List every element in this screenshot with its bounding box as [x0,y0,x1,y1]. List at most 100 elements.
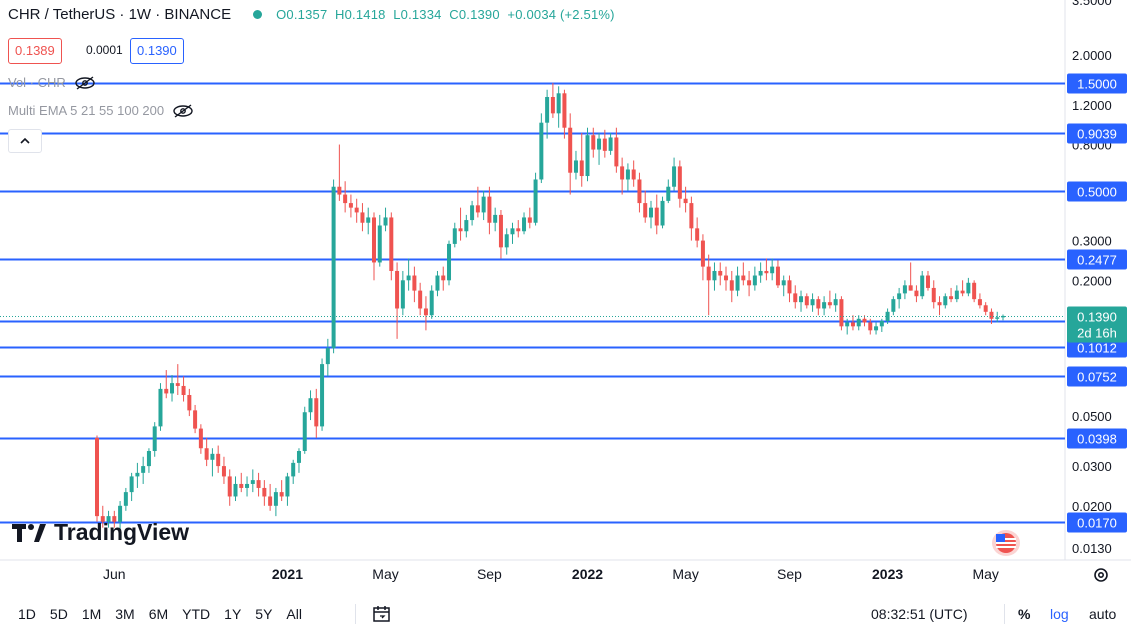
clock[interactable]: 08:32:51 (UTC) [871,606,968,622]
candle-body [568,127,573,173]
candle-body [672,166,677,187]
candle-body [822,302,827,309]
candle-body [447,243,452,281]
candle-body [827,302,832,306]
candle-body [920,275,925,297]
x-tick-label: May [972,566,998,582]
candle-body [862,318,867,323]
candle-body [475,205,480,213]
candle-body [539,122,544,180]
candle-body [314,398,319,427]
horizontal-level-label: 0.0398 [1077,432,1117,447]
timeframe-1m[interactable]: 1M [81,606,102,622]
candle-body [602,138,607,151]
candle-body [660,200,665,226]
candle-body [135,472,140,477]
ohlc-high: H0.1418 [335,7,386,22]
y-tick-label: 1.2000 [1072,98,1112,113]
candle-body [371,217,376,263]
timeframe-3m[interactable]: 3M [115,606,135,622]
candle-body [100,516,105,522]
horizontal-level-label: 0.9039 [1077,127,1117,142]
candle-body [908,285,913,291]
candle-body [579,160,584,177]
buy-price-button[interactable]: 0.1390 [130,38,184,64]
candle-body [481,196,486,213]
percent-scale-toggle[interactable]: % [1018,606,1031,622]
candle-body [983,305,988,312]
hidden-eye-icon[interactable] [172,103,194,118]
horizontal-level-badge [1067,123,1127,144]
timeframe-5y[interactable]: 5Y [255,606,273,622]
ohlc-low: L0.1334 [393,7,442,22]
collapse-legend-button[interactable] [8,129,42,153]
timeframe-ytd[interactable]: YTD [182,606,211,622]
candle-body [279,492,284,497]
candle-body [412,275,417,291]
candle-body [464,220,469,232]
candle-body [891,299,896,312]
sell-price-button[interactable]: 0.1389 [8,38,62,64]
candle-body [591,135,596,150]
candle-body [637,179,642,204]
candle-body [573,160,578,173]
price-chart[interactable]: 3.50002.00001.20000.80000.30000.20000.05… [0,0,1131,596]
us-market-flag-icon[interactable] [990,529,1022,557]
candle-body [868,322,873,331]
candle-body [620,166,625,180]
candle-body [348,203,353,208]
timeframe-6m[interactable]: 6M [148,606,169,622]
x-tick-label: Sep [477,566,502,582]
timeframe-1y[interactable]: 1Y [224,606,242,622]
horizontal-level-badge [1067,249,1127,270]
candle-body [216,453,221,467]
candle-body [856,318,861,327]
x-tick-label: 2023 [872,566,903,582]
candle-body [724,275,729,281]
timeframe-1d[interactable]: 1D [18,606,36,622]
symbol-title[interactable]: CHR / TetherUS · 1W · BINANCE [8,6,232,23]
horizontal-level-label: 0.0170 [1077,516,1117,531]
candle-body [210,453,215,460]
candle-body [273,492,278,506]
candle-body [614,137,619,167]
candle-body [747,280,752,286]
date-range-calendar-icon[interactable] [372,605,392,623]
timeframe-5d[interactable]: 5D [49,606,68,622]
candle-body [683,198,688,204]
candle-body [954,290,959,300]
candle-body [429,290,434,316]
candle-body [198,428,203,449]
tradingview-logo-text: TradingView [54,519,190,545]
x-tick-label: 2022 [572,566,603,582]
chevron-up-icon [20,137,30,144]
hidden-eye-icon[interactable] [74,75,96,90]
candle-body [989,311,994,319]
volume-indicator-row[interactable]: Vol · CHR [8,75,96,90]
candle-body [152,426,157,452]
y-tick-label: 0.0130 [1072,541,1112,556]
settings-gear-icon[interactable] [1092,566,1110,584]
candle-body [562,93,567,128]
horizontal-level-badge [1067,366,1127,387]
candle-body [700,240,705,267]
candle-body [643,203,648,218]
candle-body [175,383,180,386]
candle-body [256,480,261,488]
candle-body [677,166,682,199]
tradingview-logo[interactable]: TradingView [12,519,189,546]
ema-indicator-row[interactable]: Multi EMA 5 21 55 100 200 [8,103,194,118]
ohlc-close: C0.1390 [449,7,500,22]
candle-body [377,225,382,263]
auto-scale-toggle[interactable]: auto [1089,606,1117,622]
candle-body [239,483,244,488]
candle-body [187,395,192,411]
candle-body [550,96,555,114]
candle-body [706,266,711,281]
log-scale-toggle[interactable]: log [1050,606,1069,622]
candle-body [810,299,815,306]
timeframe-all[interactable]: All [286,606,302,622]
candle-body [597,138,602,150]
candle-body [527,217,532,223]
ohlc-open: O0.1357 [276,7,328,22]
